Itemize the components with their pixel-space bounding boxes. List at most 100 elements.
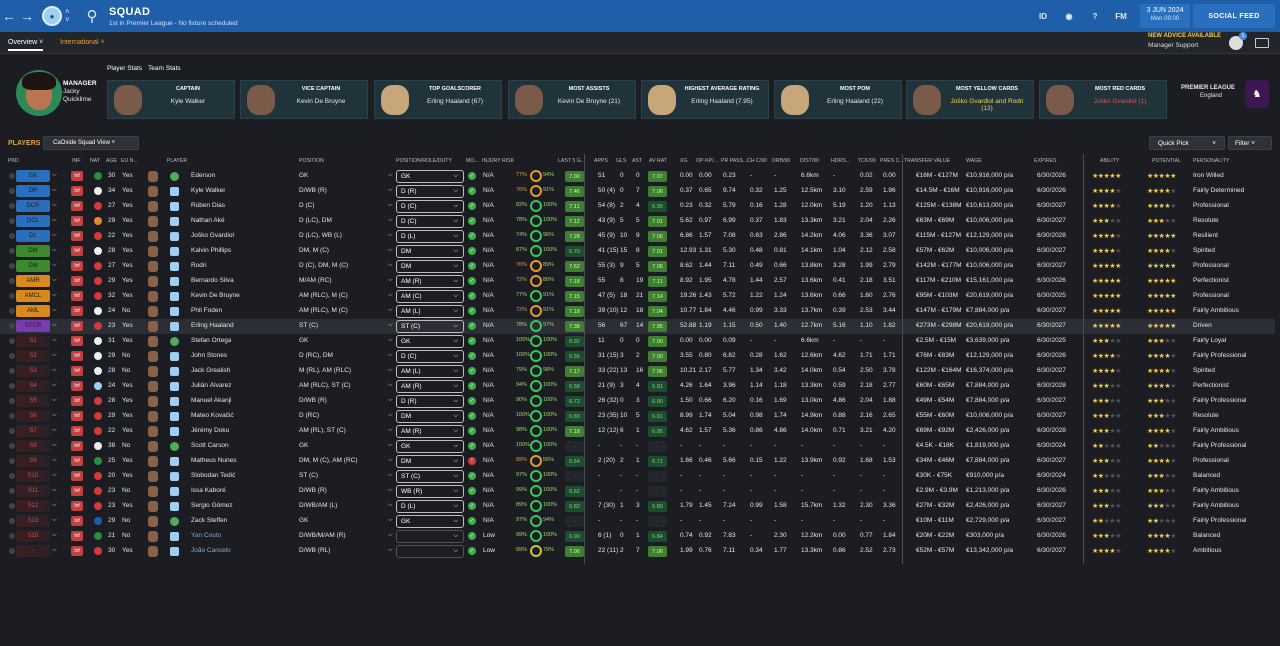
stat-card-value[interactable]: Kyle Walker (170, 98, 206, 105)
position-dropdown-icon[interactable]: ⌵ (388, 382, 393, 388)
table-row[interactable]: S11 ⌵ Inf 23 No Issa Kaboré D/WB (R) ⌵ WB (R) ⌵ ✓ N… (0, 484, 1275, 499)
injury-info-badge[interactable]: Inf (71, 246, 83, 256)
row-select-dot[interactable] (9, 383, 15, 389)
player-name[interactable]: Stefan Ortega (191, 337, 232, 344)
position-badge[interactable]: S5 (16, 395, 50, 407)
column-header[interactable]: PR PASS... (721, 158, 748, 164)
position-chevron-icon[interactable]: ⌵ (52, 487, 57, 493)
position-dropdown-icon[interactable]: ⌵ (388, 457, 393, 463)
table-row[interactable]: - ⌵ Inf 30 Yes João Cancelo D/WB (RL) ⌵ ⌵ ✓ Low 99%… (0, 544, 1275, 559)
table-row[interactable]: DCR ⌵ Inf 27 Yes Rúben Dias D (C) ⌵ D (C) ⌵ ✓ N/A 82… (0, 199, 1275, 214)
position-dropdown-icon[interactable]: ⌵ (388, 367, 393, 373)
role-duty-select[interactable]: D (R) ⌵ (396, 395, 464, 408)
social-feed-button[interactable]: SOCIAL FEED (1193, 4, 1275, 28)
position-badge[interactable]: S11 (16, 485, 50, 497)
view-select[interactable]: CaOxide Squad View ˅ (43, 136, 139, 150)
tab-team-stats[interactable]: Team Stats (148, 65, 181, 72)
player-name[interactable]: Ederson (191, 172, 216, 179)
stat-card[interactable]: TOP GOALSCORER Erling Haaland (67) (374, 80, 502, 119)
table-row[interactable]: AMCL ⌵ Inf 32 Yes Kevin De Bruyne AM (RLC), M … (0, 289, 1275, 304)
injury-info-badge[interactable]: Inf (71, 186, 83, 196)
row-select-dot[interactable] (9, 353, 15, 359)
position-badge[interactable]: S6 (16, 410, 50, 422)
tab-player-stats[interactable]: Player Stats (107, 65, 143, 72)
column-header[interactable]: POSITION/ROLE/DUTY (396, 158, 452, 164)
position-badge[interactable]: AMCL (16, 290, 50, 302)
role-duty-select[interactable]: GK ⌵ (396, 335, 464, 348)
row-select-dot[interactable] (9, 188, 15, 194)
position-dropdown-icon[interactable]: ⌵ (388, 202, 393, 208)
injury-info-badge[interactable]: Inf (71, 381, 83, 391)
quick-pick-chevron-icon[interactable]: ˅ (1212, 140, 1216, 147)
row-select-dot[interactable] (9, 518, 15, 524)
table-row[interactable]: S7 ⌵ Inf 22 Yes Jérémy Doku AM (RL), ST (C) ⌵ AM… (0, 424, 1275, 439)
injury-info-badge[interactable]: Inf (71, 486, 83, 496)
position-badge[interactable]: AML (16, 305, 50, 317)
column-header[interactable]: DRB/90 (772, 158, 791, 164)
position-badge[interactable]: S13 (16, 515, 50, 527)
position-chevron-icon[interactable]: ⌵ (52, 277, 57, 283)
role-duty-select[interactable]: D (C) ⌵ (396, 350, 464, 363)
position-dropdown-icon[interactable]: ⌵ (388, 517, 393, 523)
table-row[interactable]: S15 ⌵ Inf 21 No Yan Couto D/WB/M/AM (R) ⌵ ⌵ ✓ Low 9… (0, 529, 1275, 544)
role-duty-select[interactable]: D (C) ⌵ (396, 215, 464, 228)
position-chevron-icon[interactable]: ⌵ (52, 427, 57, 433)
column-header[interactable]: EXPIRES (1034, 158, 1057, 164)
role-duty-select[interactable]: AM (C) ⌵ (396, 290, 464, 303)
position-chevron-icon[interactable]: ⌵ (52, 472, 57, 478)
position-chevron-icon[interactable]: ⌵ (52, 187, 57, 193)
injury-info-badge[interactable]: Inf (71, 351, 83, 361)
player-name[interactable]: Yan Couto (191, 532, 222, 539)
injury-info-badge[interactable]: Inf (71, 516, 83, 526)
row-select-dot[interactable] (9, 263, 15, 269)
row-select-dot[interactable] (9, 173, 15, 179)
table-row[interactable]: S13 ⌵ Inf 29 No Zack Steffen GK ⌵ GK ⌵ ✓ N/A 97% 94% -… (0, 514, 1275, 529)
position-badge[interactable]: S2 (16, 350, 50, 362)
table-row[interactable]: AML ⌵ Inf 24 No Phil Foden AM (RLC), M (C) ⌵ AM … (0, 304, 1275, 319)
row-select-dot[interactable] (9, 488, 15, 494)
table-row[interactable]: DR ⌵ Inf 34 Yes Kyle Walker D/WB (R) ⌵ D (R) ⌵ ✓ N/… (0, 184, 1275, 199)
row-select-dot[interactable] (9, 368, 15, 374)
position-dropdown-icon[interactable]: ⌵ (388, 247, 393, 253)
role-duty-select[interactable]: DM ⌵ (396, 260, 464, 273)
position-badge[interactable]: S10 (16, 470, 50, 482)
stat-card[interactable]: HIGHEST AVERAGE RATING Erling Haaland (7.… (641, 80, 769, 119)
club-crest-icon[interactable]: ● (42, 6, 62, 26)
player-name[interactable]: Jérémy Doku (191, 427, 230, 434)
row-select-dot[interactable] (9, 323, 15, 329)
row-select-dot[interactable] (9, 293, 15, 299)
player-name[interactable]: Kyle Walker (191, 187, 226, 194)
position-dropdown-icon[interactable]: ⌵ (388, 187, 393, 193)
injury-info-badge[interactable]: Inf (71, 471, 83, 481)
table-row[interactable]: S9 ⌵ Inf 25 Yes Matheus Nunes DM, M (C), AM (R… (0, 454, 1275, 469)
player-name[interactable]: Manuel Akanji (191, 397, 232, 404)
player-name[interactable]: João Cancelo (191, 547, 231, 554)
column-header[interactable]: TRANSFER VALUE (904, 158, 951, 164)
role-duty-select[interactable]: AM (R) ⌵ (396, 380, 464, 393)
club-switch-chevrons-icon[interactable]: ˄ ˅ (65, 7, 70, 24)
stat-card-value[interactable]: Erling Haaland (22) (826, 98, 883, 105)
position-badge[interactable]: S4 (16, 380, 50, 392)
player-name[interactable]: Mateo Kovačić (191, 412, 234, 419)
injury-info-badge[interactable]: Inf (71, 546, 83, 556)
stat-card[interactable]: MOST ASSISTS Kevin De Bruyne (21) (508, 80, 636, 119)
role-duty-select[interactable]: AM (R) ⌵ (396, 275, 464, 288)
position-badge[interactable]: S1 (16, 335, 50, 347)
column-header[interactable]: WAGE (966, 158, 982, 164)
stat-card-value[interactable]: Joško Gvardiol and Rodri (13) (950, 98, 1024, 112)
player-name[interactable]: Bernardo Silva (191, 277, 234, 284)
league-logo-icon[interactable]: ♞ (1245, 80, 1269, 108)
column-header[interactable]: TCK/90 (858, 158, 876, 164)
position-dropdown-icon[interactable]: ⌵ (388, 547, 393, 553)
row-select-dot[interactable] (9, 458, 15, 464)
position-chevron-icon[interactable]: ⌵ (52, 232, 57, 238)
filter-button[interactable]: Filter ˅ (1228, 136, 1272, 150)
position-chevron-icon[interactable]: ⌵ (52, 517, 57, 523)
position-badge[interactable]: - (16, 545, 50, 557)
position-chevron-icon[interactable]: ⌵ (52, 457, 57, 463)
injury-info-badge[interactable]: Inf (71, 426, 83, 436)
position-badge[interactable]: GK (16, 170, 50, 182)
row-select-dot[interactable] (9, 218, 15, 224)
position-badge[interactable]: DCR (16, 200, 50, 212)
role-duty-select[interactable]: ST (C) ⌵ (396, 470, 464, 483)
